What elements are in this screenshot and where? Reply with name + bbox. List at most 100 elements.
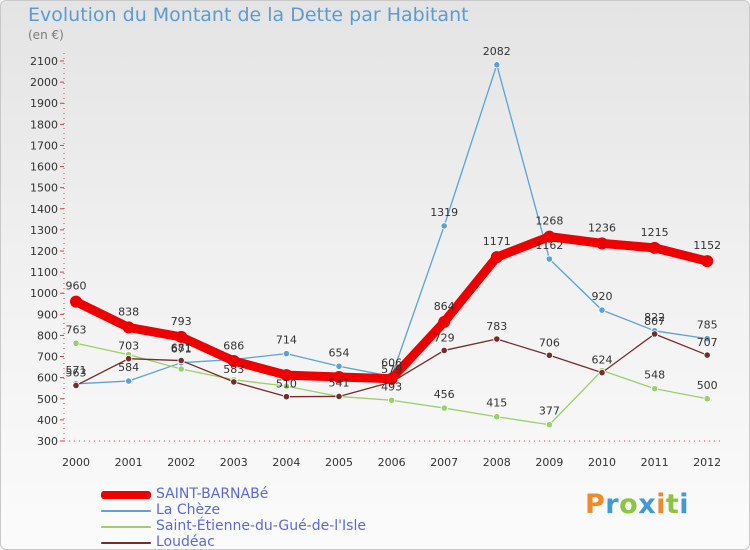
data-point <box>177 365 185 373</box>
data-point <box>440 222 448 230</box>
data-label: 1171 <box>483 235 511 248</box>
data-label: 563 <box>66 366 87 379</box>
data-label: 864 <box>434 300 455 313</box>
data-label: 541 <box>329 376 350 389</box>
data-label: 785 <box>697 319 718 332</box>
legend-swatch <box>101 491 151 499</box>
data-point <box>701 255 714 268</box>
y-tick-label: 1600 <box>30 161 58 174</box>
data-point <box>282 349 290 358</box>
logo-letter: i <box>656 489 666 520</box>
data-label: 1162 <box>535 239 563 252</box>
x-tick-label: 2003 <box>220 456 248 469</box>
data-label: 1236 <box>588 221 616 234</box>
data-point <box>125 377 133 385</box>
data-label: 707 <box>697 336 718 349</box>
data-label: 1152 <box>693 239 721 252</box>
data-label: 714 <box>276 334 297 347</box>
data-point <box>493 413 501 421</box>
data-point <box>650 385 659 393</box>
y-tick-label: 1400 <box>30 203 58 216</box>
data-point <box>493 335 501 343</box>
data-point <box>598 306 606 314</box>
data-label: 583 <box>223 363 244 376</box>
x-tick-label: 2005 <box>325 456 353 469</box>
x-tick-label: 2006 <box>378 456 406 469</box>
legend-label: SAINT-BARNABé <box>156 486 269 502</box>
y-tick-label: 2000 <box>30 76 58 89</box>
data-point <box>703 351 711 359</box>
y-tick-label: 300 <box>37 435 58 448</box>
data-point <box>122 321 135 334</box>
y-tick-label: 500 <box>37 393 58 406</box>
data-point <box>440 346 448 355</box>
data-label: 838 <box>118 305 139 318</box>
data-point <box>333 371 345 384</box>
logo-letter: r <box>605 489 620 520</box>
data-label: 654 <box>329 346 350 359</box>
y-tick-label: 1800 <box>30 118 58 131</box>
data-point <box>177 356 185 365</box>
data-point <box>335 362 343 370</box>
data-label: 1319 <box>430 206 458 219</box>
logo-letter: P <box>585 489 606 520</box>
data-label: 729 <box>434 331 455 344</box>
data-point <box>125 355 133 363</box>
logo-letter: x <box>638 489 657 520</box>
x-tick-label: 2007 <box>430 456 458 469</box>
data-label: 2082 <box>483 45 511 58</box>
data-point <box>280 369 293 382</box>
y-tick-label: 900 <box>37 308 58 321</box>
y-tick-label: 1000 <box>30 287 58 300</box>
data-point <box>70 295 82 308</box>
data-label: 500 <box>697 379 718 392</box>
data-point <box>385 372 398 385</box>
data-label: 624 <box>592 354 613 367</box>
data-point <box>230 378 238 386</box>
data-label: 548 <box>644 369 665 382</box>
data-point <box>490 251 503 264</box>
logo-letter: i <box>679 489 690 520</box>
data-point <box>493 61 501 69</box>
x-tick-label: 2002 <box>167 456 195 469</box>
y-tick-label: 1900 <box>30 97 58 110</box>
y-tick-label: 600 <box>37 372 58 385</box>
data-label: 671 <box>171 343 192 356</box>
chart-unit: (en €) <box>28 28 64 42</box>
y-tick-label: 800 <box>37 329 58 342</box>
data-point <box>440 404 448 412</box>
proxiti-logo: Proxiti <box>585 489 689 520</box>
data-label: 1268 <box>535 215 563 228</box>
data-label: 681 <box>171 342 192 355</box>
data-point <box>703 335 711 343</box>
data-label: 706 <box>539 336 560 349</box>
y-tick-label: 1300 <box>30 224 58 237</box>
x-tick-label: 2000 <box>62 456 90 469</box>
data-point <box>596 237 608 250</box>
legend-label: Saint-Étienne-du-Gué-de-l'Isle <box>156 518 366 534</box>
data-point <box>703 395 711 403</box>
data-point <box>648 241 661 254</box>
data-label: 579 <box>381 363 402 376</box>
data-point <box>72 381 80 390</box>
data-point <box>282 393 290 401</box>
data-point <box>227 354 240 367</box>
data-label: 920 <box>592 290 613 303</box>
logo-letter: o <box>619 489 639 520</box>
data-label: 960 <box>66 280 87 293</box>
data-label: 606 <box>381 356 402 369</box>
logo-letter: t <box>665 489 680 520</box>
data-label: 793 <box>171 315 192 328</box>
data-point <box>650 330 659 338</box>
data-point <box>598 368 606 377</box>
data-point <box>335 392 343 401</box>
data-label: 415 <box>486 397 507 410</box>
data-label: 807 <box>644 315 665 328</box>
x-tick-label: 2009 <box>535 456 563 469</box>
legend-label: La Chèze <box>156 502 221 518</box>
y-tick-label: 400 <box>37 414 58 427</box>
y-tick-label: 1700 <box>30 139 58 152</box>
data-label: 571 <box>66 364 87 377</box>
